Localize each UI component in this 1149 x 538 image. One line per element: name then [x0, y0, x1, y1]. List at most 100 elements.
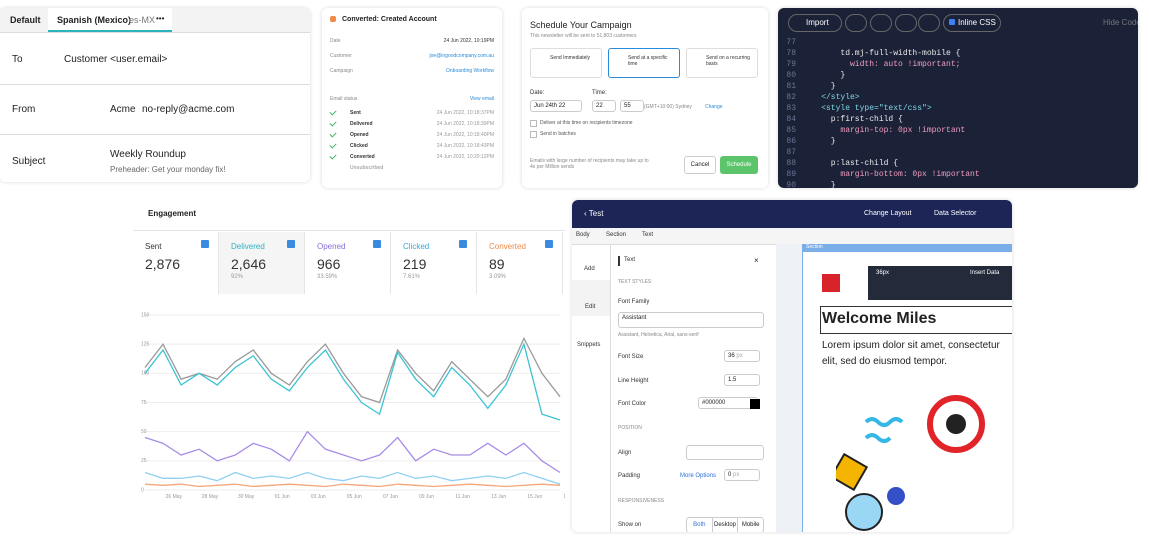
- cancel-button[interactable]: Cancel: [684, 156, 716, 174]
- view-email[interactable]: View email: [469, 96, 494, 102]
- color-input[interactable]: #000000: [698, 397, 758, 409]
- font-select[interactable]: Assistant: [618, 312, 764, 328]
- align-group[interactable]: [686, 445, 764, 460]
- format-button[interactable]: [845, 14, 867, 32]
- stat-pct: 3.09%: [489, 274, 507, 280]
- event-name: Unsubscribed: [350, 165, 384, 171]
- show-on-option[interactable]: Mobile: [737, 518, 763, 532]
- active-tab[interactable]: [48, 8, 172, 32]
- show-on-option[interactable]: Both: [693, 522, 706, 528]
- stat-checkbox[interactable]: [545, 240, 553, 248]
- stat-name: Converted: [489, 242, 526, 251]
- more-options[interactable]: More Options: [680, 473, 717, 479]
- label: Padding: [618, 473, 641, 479]
- schedule-button[interactable]: Schedule: [720, 156, 758, 174]
- stat-checkbox[interactable]: [201, 240, 209, 248]
- y-tick-label: 25: [141, 458, 147, 464]
- crumb[interactable]: Body: [576, 232, 590, 238]
- back[interactable]: ‹ Test: [584, 209, 604, 218]
- tool[interactable]: Snippets: [577, 342, 601, 348]
- padding-input[interactable]: 0 px: [724, 469, 760, 481]
- change-link[interactable]: Change: [705, 104, 723, 110]
- icon: [330, 16, 336, 22]
- line-number: 88: [786, 159, 796, 168]
- tool[interactable]: Add: [584, 266, 595, 272]
- date-input[interactable]: Jun 24th 22: [530, 100, 582, 112]
- divider: [0, 134, 310, 135]
- line-number: 86: [786, 137, 796, 146]
- line-number: 89: [786, 170, 796, 179]
- minute-input[interactable]: 55: [620, 100, 644, 112]
- check: [329, 119, 337, 127]
- show-on-group[interactable]: Both Desktop Mobile: [686, 517, 764, 532]
- event-name: Delivered: [350, 121, 373, 127]
- row-label: From: [12, 104, 36, 115]
- x-tick-label: 03 Jun: [311, 494, 326, 500]
- stat-checkbox[interactable]: [459, 240, 467, 248]
- check: [329, 108, 337, 116]
- crumb[interactable]: Text: [642, 232, 654, 238]
- title: Schedule Your Campaign: [530, 20, 632, 30]
- stat-name: Opened: [317, 242, 346, 251]
- series-line: [144, 483, 561, 488]
- check-label: Deliver at this time on recipients timez…: [540, 120, 633, 126]
- y-tick-label: 100: [141, 371, 150, 377]
- tool[interactable]: Edit: [585, 304, 596, 310]
- event-name: Clicked: [350, 143, 368, 149]
- preheader: Preheader: Get your monday fix!: [110, 165, 226, 174]
- checkbox[interactable]: [949, 19, 955, 25]
- size-input[interactable]: 36 px: [724, 350, 760, 362]
- sidebar: [572, 244, 611, 532]
- action[interactable]: Change Layout: [864, 210, 912, 217]
- status-label: Email status: [330, 96, 358, 102]
- event-time: 24 Jun 2022, 10:20:12PM: [436, 154, 494, 160]
- x-tick-label: 09 Jun: [419, 494, 434, 500]
- x-tick-label: 05 Jun: [347, 494, 362, 500]
- checkbox[interactable]: [530, 131, 537, 138]
- tab[interactable]: Default: [10, 15, 41, 25]
- note: Emails with large number of recipients m…: [530, 158, 649, 170]
- stat-checkbox[interactable]: [373, 240, 381, 248]
- stat-value: 219: [403, 256, 427, 272]
- undo-button[interactable]: [895, 14, 917, 32]
- stat-checkbox[interactable]: [287, 240, 295, 248]
- line-height-input[interactable]: 1.5: [724, 374, 760, 386]
- insert-data[interactable]: Insert Data: [970, 270, 1000, 276]
- series-line: [144, 430, 561, 474]
- show-on-option[interactable]: Desktop: [711, 518, 738, 532]
- editor-panel: ‹ Test Change Layout Data Selector Body …: [572, 200, 1012, 532]
- stat-pct: 92%: [231, 274, 244, 280]
- stat-name: Delivered: [231, 242, 265, 251]
- subtitle: This newsletter will be sent to 51,803 c…: [530, 33, 637, 39]
- line-number: 85: [786, 126, 796, 135]
- check: [329, 130, 337, 138]
- redo-button[interactable]: [918, 14, 940, 32]
- field-label: Date: [330, 38, 341, 44]
- tab[interactable]: Spanish (Mexico): [57, 15, 132, 25]
- section-title: TEXT STYLES: [618, 279, 652, 285]
- close[interactable]: ×: [754, 256, 759, 265]
- crumb[interactable]: Section: [606, 232, 627, 238]
- field-value: joe@ingoodcompany.com.au: [429, 53, 494, 59]
- import-button[interactable]: [788, 14, 842, 32]
- code-line: <style type="text/css">: [802, 104, 932, 113]
- body-text[interactable]: Lorem ipsum dolor sit amet, consectetur …: [822, 340, 1000, 367]
- inline-css-toggle[interactable]: [943, 14, 1001, 32]
- search-button[interactable]: [870, 14, 892, 32]
- color-swatch[interactable]: [750, 399, 760, 409]
- checkbox[interactable]: [530, 120, 537, 127]
- series-line: [144, 342, 561, 421]
- hide-code[interactable]: Hide Code: [1103, 18, 1138, 27]
- hour-input[interactable]: 22: [592, 100, 616, 112]
- option[interactable]: [530, 48, 602, 78]
- action[interactable]: Data Selector: [934, 210, 977, 217]
- event-time: 24 Jun 2022, 10:18:37PM: [436, 110, 494, 116]
- option[interactable]: [686, 48, 758, 78]
- heading[interactable]: Welcome Miles: [822, 310, 937, 327]
- series-line: [144, 336, 561, 404]
- size-select[interactable]: 36px: [876, 270, 890, 276]
- more[interactable]: •••: [156, 14, 165, 23]
- line-number: 79: [786, 60, 796, 69]
- option[interactable]: [608, 48, 680, 78]
